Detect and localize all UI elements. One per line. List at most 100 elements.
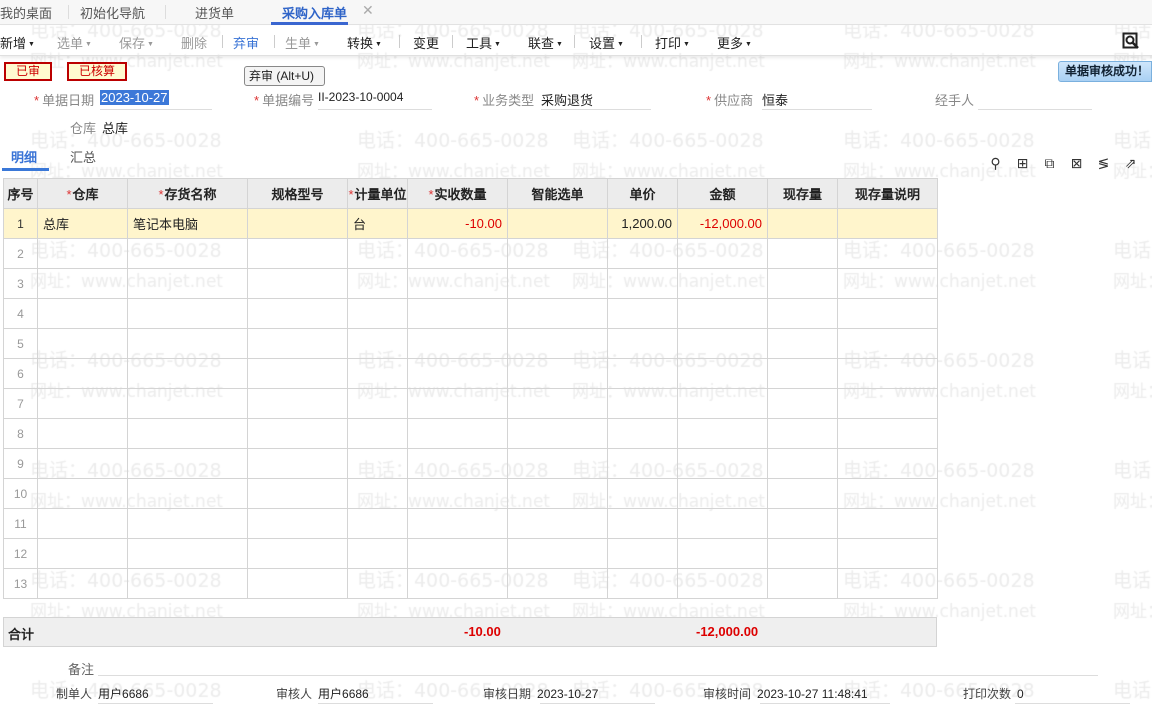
cell-smart[interactable] (507, 478, 608, 509)
cell-stock[interactable] (767, 478, 838, 509)
table-row[interactable]: 10 (3, 478, 938, 509)
cell-smart[interactable] (507, 388, 608, 419)
cell-warehouse[interactable] (37, 328, 128, 359)
cell-qty[interactable] (407, 508, 508, 539)
cell-spec[interactable] (247, 418, 348, 449)
cell-warehouse[interactable] (37, 478, 128, 509)
cell-price[interactable] (607, 358, 678, 389)
cell-amount[interactable] (677, 298, 768, 329)
toolbar-3-button[interactable]: 删除 (181, 33, 207, 52)
cell-stock[interactable] (767, 328, 838, 359)
supplier-field[interactable]: 恒泰 (762, 90, 872, 110)
cell-item[interactable] (127, 418, 248, 449)
cell-amount[interactable] (677, 358, 768, 389)
cell-price[interactable] (607, 418, 678, 449)
cell-item[interactable] (127, 448, 248, 479)
cell-unit[interactable] (347, 418, 408, 449)
cell-spec[interactable] (247, 298, 348, 329)
toolbar-10-button[interactable]: 设置 ▼ (589, 33, 624, 52)
handler-field[interactable] (978, 90, 1092, 110)
cell-amount[interactable] (677, 328, 768, 359)
cell-qty[interactable]: -10.00 (407, 208, 508, 239)
cell-smart[interactable] (507, 328, 608, 359)
warehouse-field[interactable]: 总库 (102, 121, 129, 136)
cell-unit[interactable] (347, 328, 408, 359)
cell-unit[interactable] (347, 388, 408, 419)
cell-item[interactable] (127, 238, 248, 269)
table-row[interactable]: 13 (3, 568, 938, 599)
cell-unit[interactable] (347, 448, 408, 479)
cell-item[interactable] (127, 328, 248, 359)
cell-smart[interactable] (507, 238, 608, 269)
cell-qty[interactable] (407, 298, 508, 329)
cell-stock[interactable] (767, 358, 838, 389)
cell-warehouse[interactable] (37, 388, 128, 419)
cell-amount[interactable] (677, 238, 768, 269)
table-row[interactable]: 6 (3, 358, 938, 389)
cell-warehouse[interactable]: 总库 (37, 208, 128, 239)
number-field[interactable]: II-2023-10-0004 (318, 90, 432, 110)
cell-qty[interactable] (407, 418, 508, 449)
cell-unit[interactable] (347, 238, 408, 269)
cell-warehouse[interactable] (37, 358, 128, 389)
cell-warehouse[interactable] (37, 418, 128, 449)
cell-spec[interactable] (247, 538, 348, 569)
toolbar-6-button[interactable]: 转换 ▼ (347, 33, 382, 52)
cell-spec[interactable] (247, 268, 348, 299)
cell-stock_note[interactable] (837, 448, 938, 479)
cell-unit[interactable]: 台 (347, 208, 408, 239)
toolbar-2-button[interactable]: 保存 ▼ (119, 33, 154, 52)
cell-spec[interactable] (247, 568, 348, 599)
cell-stock_note[interactable] (837, 478, 938, 509)
cell-stock_note[interactable] (837, 538, 938, 569)
table-row[interactable]: 5 (3, 328, 938, 359)
cell-smart[interactable] (507, 508, 608, 539)
cell-amount[interactable] (677, 538, 768, 569)
cell-smart[interactable] (507, 538, 608, 569)
cell-spec[interactable] (247, 478, 348, 509)
tab-detail[interactable]: 明细 (11, 150, 38, 165)
cell-stock_note[interactable] (837, 418, 938, 449)
cell-unit[interactable] (347, 508, 408, 539)
biz-type-field[interactable]: 采购退货 (541, 90, 651, 110)
cell-unit[interactable] (347, 478, 408, 509)
cell-item[interactable] (127, 568, 248, 599)
tab-init-guide[interactable]: 初始化导航 (80, 6, 146, 21)
tab-purchase-order[interactable]: 进货单 (195, 6, 235, 21)
toolbar-9-button[interactable]: 联查 ▼ (528, 33, 563, 52)
table-row[interactable]: 9 (3, 448, 938, 479)
location-icon[interactable]: ⚲ (990, 155, 1001, 171)
tab-summary[interactable]: 汇总 (70, 150, 97, 165)
cell-stock_note[interactable] (837, 328, 938, 359)
cell-qty[interactable] (407, 478, 508, 509)
cell-warehouse[interactable] (37, 238, 128, 269)
cell-spec[interactable] (247, 388, 348, 419)
preview-search-icon[interactable] (1122, 32, 1140, 50)
remark-field[interactable] (98, 656, 1098, 676)
cell-item[interactable] (127, 508, 248, 539)
cell-price[interactable] (607, 268, 678, 299)
delete-row-icon[interactable]: ⊠ (1070, 155, 1083, 171)
cell-qty[interactable] (407, 448, 508, 479)
toolbar-5-button[interactable]: 生单 ▼ (285, 33, 320, 52)
cell-spec[interactable] (247, 358, 348, 389)
cell-price[interactable]: 1,200.00 (607, 208, 678, 239)
table-row[interactable]: 4 (3, 298, 938, 329)
copy-row-icon[interactable]: ⧉ (1044, 155, 1055, 171)
toolbar-4-button[interactable]: 弃审 (233, 33, 259, 52)
cell-warehouse[interactable] (37, 568, 128, 599)
cell-warehouse[interactable] (37, 448, 128, 479)
cell-qty[interactable] (407, 328, 508, 359)
cell-qty[interactable] (407, 358, 508, 389)
cell-price[interactable] (607, 508, 678, 539)
cell-smart[interactable] (507, 298, 608, 329)
cell-stock_note[interactable] (837, 358, 938, 389)
cell-price[interactable] (607, 238, 678, 269)
format-icon[interactable]: ≶ (1097, 155, 1110, 171)
cell-qty[interactable] (407, 388, 508, 419)
cell-price[interactable] (607, 568, 678, 599)
cell-price[interactable] (607, 448, 678, 479)
toolbar-7-button[interactable]: 变更 (413, 33, 439, 52)
cell-spec[interactable] (247, 508, 348, 539)
cell-stock_note[interactable] (837, 388, 938, 419)
